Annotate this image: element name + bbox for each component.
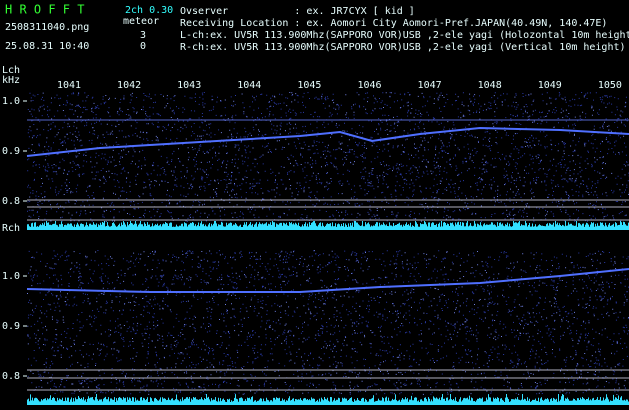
- time-label: 1042: [117, 80, 141, 91]
- level-bar: [27, 394, 629, 405]
- noise: [27, 92, 629, 222]
- freq-label: 0.8: [2, 196, 20, 207]
- time-label: 1043: [177, 80, 201, 91]
- rch-count: 0: [140, 41, 146, 52]
- meteor-label: meteor: [123, 16, 159, 27]
- channel-label: Lch: [2, 65, 20, 76]
- level-bar: [27, 221, 629, 230]
- time-label: 1050: [598, 80, 622, 91]
- signal-trace: [26, 126, 629, 157]
- freq-label: 0.9: [2, 146, 20, 157]
- noise: [27, 250, 629, 395]
- time-label: 1041: [57, 80, 81, 91]
- time-label: 1045: [297, 80, 321, 91]
- version: 2ch 0.30: [125, 5, 173, 16]
- header-line: Receiving Location : ex. Aomori City Aom…: [180, 18, 607, 29]
- signal-trace: [26, 268, 629, 293]
- header-line: Ovserver : ex. JR7CYX [ kid ]: [180, 6, 415, 17]
- logo: H R O F F T: [5, 3, 84, 17]
- file-name: 2508311040.png: [5, 22, 89, 33]
- header-line: R-ch:ex. UV5R 113.900Mhz(SAPPORO VOR)USB…: [180, 42, 626, 53]
- time-label: 1047: [418, 80, 442, 91]
- freq-label: 1.0: [2, 271, 20, 282]
- time-label: 1046: [357, 80, 381, 91]
- unit-label: kHz: [2, 75, 20, 86]
- time-label: 1048: [478, 80, 502, 91]
- channel-label: Rch: [2, 223, 20, 234]
- time-label: 1049: [538, 80, 562, 91]
- lch-count: 3: [140, 30, 146, 41]
- time-label: 1044: [237, 80, 261, 91]
- freq-label: 1.0: [2, 96, 20, 107]
- freq-label: 0.8: [2, 371, 20, 382]
- freq-label: 0.9: [2, 321, 20, 332]
- timestamp: 25.08.31 10:40: [5, 41, 89, 52]
- header-line: L-ch:ex. UV5R 113.900Mhz(SAPPORO VOR)USB…: [180, 30, 629, 41]
